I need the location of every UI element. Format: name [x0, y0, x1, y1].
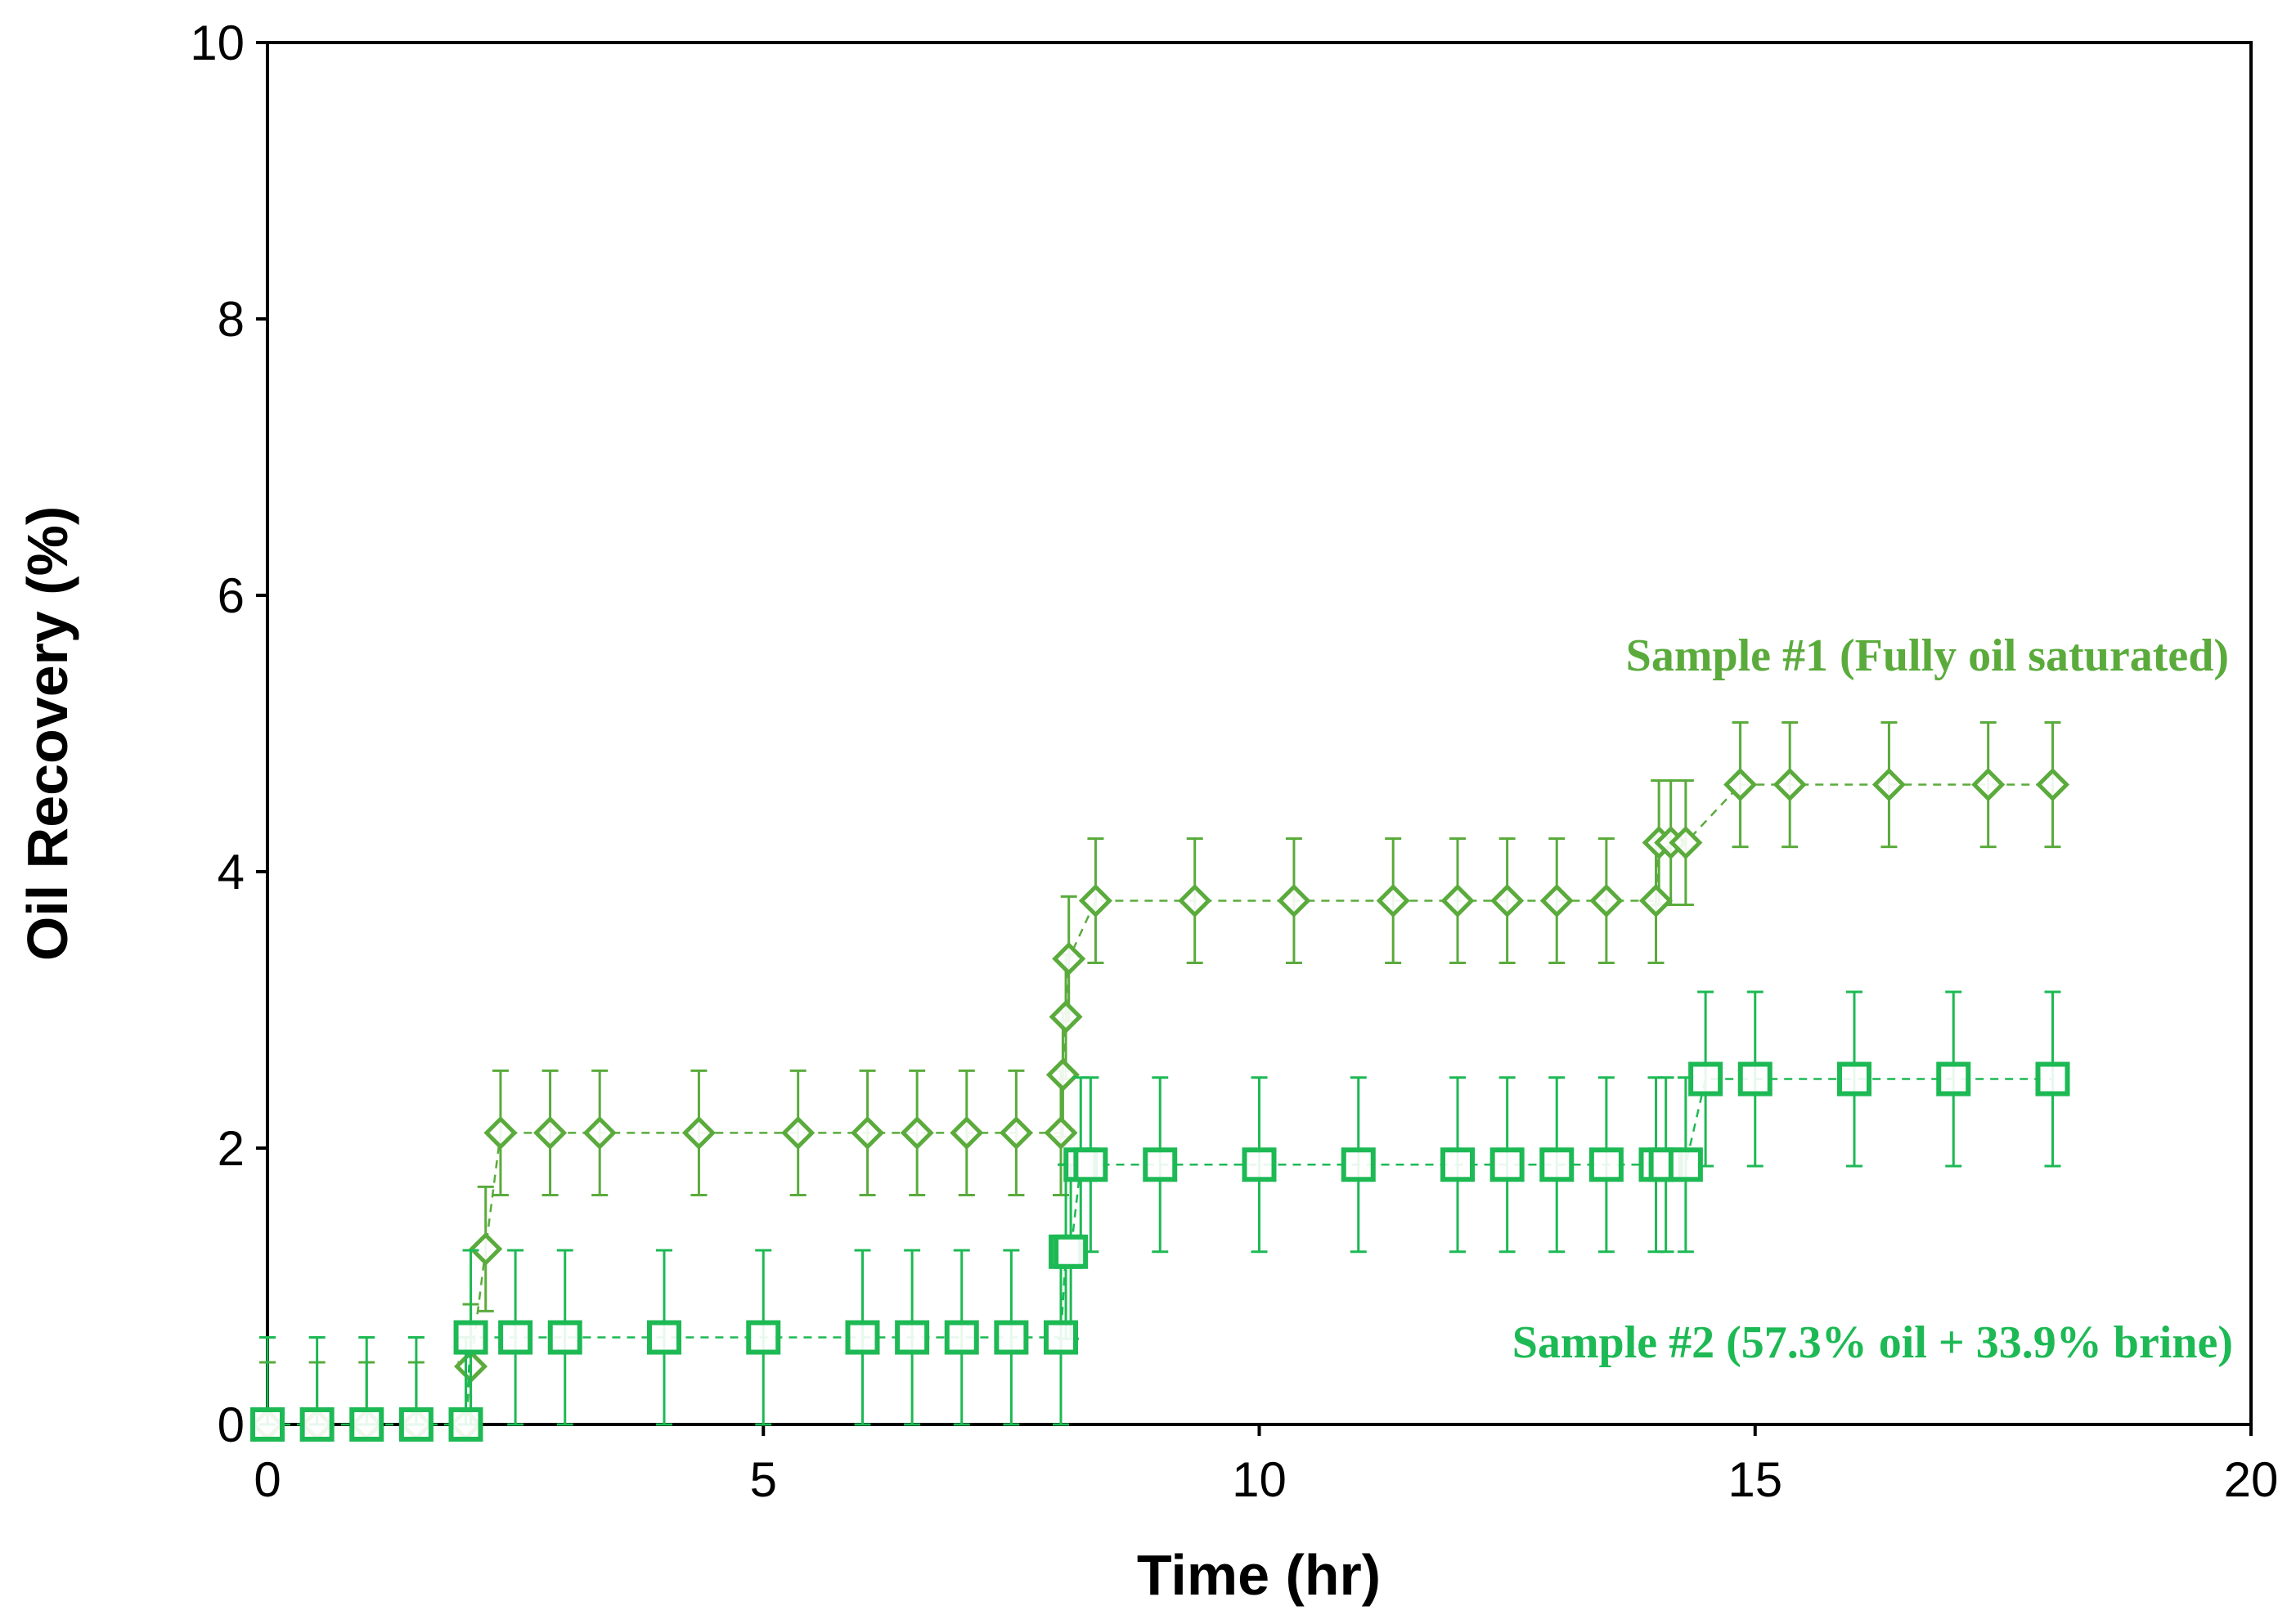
data-point	[1440, 883, 1475, 918]
data-point	[944, 1320, 979, 1355]
data-point	[483, 1115, 518, 1150]
data-point	[999, 1115, 1033, 1150]
data-point	[1376, 883, 1410, 918]
data-point	[1054, 1234, 1089, 1269]
data-point	[1049, 999, 1083, 1034]
data-point	[250, 1407, 285, 1442]
data-point	[2035, 1061, 2070, 1097]
y-tick-label: 8	[218, 292, 245, 347]
data-point	[582, 1115, 617, 1150]
data-point	[398, 1407, 434, 1442]
data-point	[299, 1407, 335, 1442]
series-label-sample-1: Sample #1 (Fully oil saturated)	[1626, 630, 2229, 681]
data-point	[1277, 883, 1311, 918]
y-tick-label: 10	[190, 16, 245, 70]
x-tick-label: 10	[1232, 1452, 1287, 1507]
data-point	[1490, 883, 1525, 918]
y-tick-label: 2	[218, 1121, 245, 1176]
data-point	[1589, 883, 1624, 918]
data-point	[900, 1115, 934, 1150]
data-point	[1871, 767, 1906, 802]
x-axis: 0 5 10 15 20	[254, 1424, 2278, 1507]
series-2	[250, 990, 2070, 1442]
data-point	[1073, 1147, 1108, 1182]
data-point	[2035, 767, 2070, 802]
x-axis-title: Time (hr)	[1137, 1543, 1381, 1607]
data-point	[1440, 1147, 1475, 1182]
data-point	[681, 1115, 716, 1150]
y-axis: 0 2 4 6 8 10	[190, 16, 267, 1452]
data-point	[547, 1320, 582, 1355]
data-point	[1971, 767, 2006, 802]
y-tick-label: 4	[218, 845, 245, 899]
data-point	[469, 1231, 503, 1266]
data-point	[453, 1320, 488, 1355]
data-point	[895, 1320, 930, 1355]
data-point	[1668, 1147, 1703, 1182]
data-point	[1737, 1061, 1773, 1097]
data-point	[1341, 1147, 1376, 1182]
data-point	[647, 1320, 681, 1355]
data-point	[781, 1115, 816, 1150]
data-point	[1078, 883, 1112, 918]
data-point	[1773, 767, 1807, 802]
data-point	[1936, 1061, 1971, 1097]
y-tick-label: 0	[218, 1397, 245, 1452]
data-point	[851, 1115, 885, 1150]
data-point	[498, 1320, 533, 1355]
data-point	[1638, 883, 1674, 918]
y-axis-title: Oil Recovery (%)	[16, 506, 79, 961]
data-point	[349, 1407, 384, 1442]
data-point	[1588, 1147, 1624, 1182]
data-point	[950, 1115, 984, 1150]
data-point	[1044, 1115, 1078, 1150]
series-layer	[250, 720, 2070, 1442]
data-point	[1539, 1147, 1575, 1182]
data-point	[1045, 1057, 1080, 1092]
data-point	[746, 1320, 781, 1355]
data-point	[1669, 825, 1703, 860]
x-tick-label: 5	[750, 1452, 777, 1507]
x-tick-label: 20	[2224, 1452, 2279, 1507]
data-point	[1044, 1320, 1078, 1355]
data-point	[1178, 883, 1212, 918]
data-point	[1539, 883, 1574, 918]
x-tick-label: 0	[254, 1452, 281, 1507]
data-point	[448, 1407, 483, 1442]
y-tick-label: 6	[218, 568, 245, 623]
data-point	[1143, 1147, 1178, 1182]
data-point	[1688, 1061, 1723, 1097]
data-point	[533, 1115, 568, 1150]
data-point	[1837, 1061, 1871, 1097]
data-point	[1052, 941, 1086, 976]
x-tick-label: 15	[1728, 1452, 1782, 1507]
data-point	[994, 1320, 1029, 1355]
series-label-sample-2: Sample #2 (57.3% oil + 33.9% brine)	[1512, 1317, 2233, 1368]
data-point	[1489, 1147, 1525, 1182]
data-point	[1723, 767, 1758, 802]
data-point	[1242, 1147, 1277, 1182]
data-point	[845, 1320, 880, 1355]
